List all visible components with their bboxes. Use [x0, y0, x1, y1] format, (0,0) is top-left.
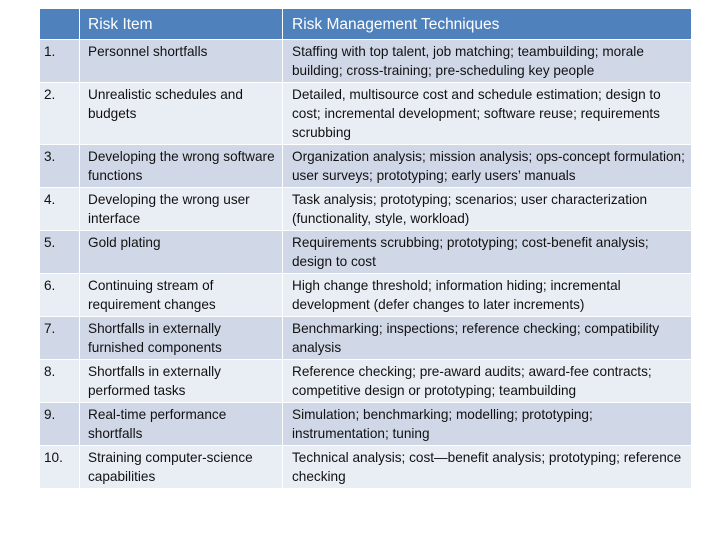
risk-technique: Task analysis; prototyping; scenarios; u… [282, 187, 692, 231]
header-risk-techniques: Risk Management Techniques [282, 8, 692, 40]
risk-technique: Simulation; benchmarking; modelling; pro… [282, 402, 692, 446]
risk-item: Continuing stream of requirement changes [79, 273, 283, 317]
header-risk-item: Risk Item [79, 8, 283, 40]
row-number: 8. [39, 359, 80, 403]
table-row: 2. Unrealistic schedules and budgets Det… [39, 82, 692, 145]
header-number [39, 8, 80, 40]
risk-item: Shortfalls in externally furnished compo… [79, 316, 283, 360]
risk-technique: Benchmarking; inspections; reference che… [282, 316, 692, 360]
risk-table-container: Risk Item Risk Management Techniques 1. … [39, 8, 692, 489]
table-row: 1. Personnel shortfalls Staffing with to… [39, 39, 692, 83]
risk-item: Developing the wrong user interface [79, 187, 283, 231]
table-row: 7. Shortfalls in externally furnished co… [39, 316, 692, 360]
table-header: Risk Item Risk Management Techniques [39, 8, 692, 40]
table-row: 6. Continuing stream of requirement chan… [39, 273, 692, 317]
risk-technique: Detailed, multisource cost and schedule … [282, 82, 692, 145]
row-number: 6. [39, 273, 80, 317]
risk-technique: High change threshold; information hidin… [282, 273, 692, 317]
row-number: 9. [39, 402, 80, 446]
risk-item: Real-time performance shortfalls [79, 402, 283, 446]
risk-management-table: Risk Item Risk Management Techniques 1. … [39, 8, 692, 489]
row-number: 5. [39, 230, 80, 274]
row-number: 10. [39, 445, 80, 489]
table-row: 8. Shortfalls in externally performed ta… [39, 359, 692, 403]
row-number: 7. [39, 316, 80, 360]
table-row: 9. Real-time performance shortfalls Simu… [39, 402, 692, 446]
row-number: 1. [39, 39, 80, 83]
table-body: 1. Personnel shortfalls Staffing with to… [39, 39, 692, 489]
risk-item: Gold plating [79, 230, 283, 274]
risk-item: Shortfalls in externally performed tasks [79, 359, 283, 403]
header-row: Risk Item Risk Management Techniques [39, 8, 692, 40]
row-number: 2. [39, 82, 80, 145]
risk-item: Personnel shortfalls [79, 39, 283, 83]
risk-item: Unrealistic schedules and budgets [79, 82, 283, 145]
risk-technique: Staffing with top talent, job matching; … [282, 39, 692, 83]
table-row: 4. Developing the wrong user interface T… [39, 187, 692, 231]
risk-technique: Reference checking; pre-award audits; aw… [282, 359, 692, 403]
table-row: 3. Developing the wrong software functio… [39, 144, 692, 188]
risk-item: Developing the wrong software functions [79, 144, 283, 188]
risk-technique: Organization analysis; mission analysis;… [282, 144, 692, 188]
risk-item: Straining computer-science capabilities [79, 445, 283, 489]
risk-technique: Technical analysis; cost—benefit analysi… [282, 445, 692, 489]
table-row: 5. Gold plating Requirements scrubbing; … [39, 230, 692, 274]
row-number: 3. [39, 144, 80, 188]
risk-technique: Requirements scrubbing; prototyping; cos… [282, 230, 692, 274]
table-row: 10. Straining computer-science capabilit… [39, 445, 692, 489]
row-number: 4. [39, 187, 80, 231]
